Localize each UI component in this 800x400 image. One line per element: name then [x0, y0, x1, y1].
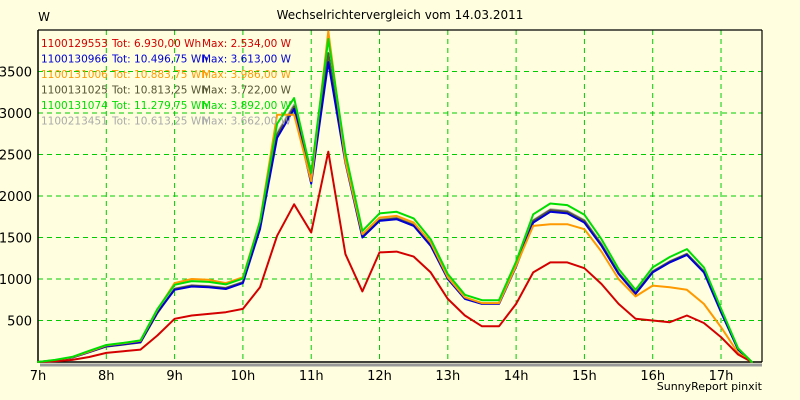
y-tick-label: 2000: [0, 190, 32, 205]
y-tick-label: 1000: [0, 273, 32, 288]
x-tick-label: 16h: [640, 369, 665, 384]
svg-text:1100213451: 1100213451: [41, 116, 108, 128]
svg-text:Max: 2.534,00 W: Max: 2.534,00 W: [202, 38, 292, 50]
x-tick-label: 13h: [435, 369, 460, 384]
y-tick-label: 3500: [0, 66, 32, 81]
svg-text:Tot: 10.613,25 Wh: Tot: 10.613,25 Wh: [111, 116, 208, 128]
svg-text:Tot: 10.496,75 Wh: Tot: 10.496,75 Wh: [111, 54, 208, 66]
x-axis-tick-labels: 7h 8h 9h 10h 11h 12h 13h 14h 15h 16h 17h: [30, 369, 734, 384]
series-line: [37, 150, 753, 363]
y-tick-label: 2500: [0, 149, 32, 164]
x-tick-label: 7h: [30, 369, 47, 384]
svg-text:Tot: 6.930,00 Wh: Tot: 6.930,00 Wh: [111, 38, 201, 50]
series-line: [37, 61, 753, 363]
series-line: [37, 38, 753, 363]
x-tick-label: 10h: [231, 369, 256, 384]
x-tick-label: 11h: [299, 369, 324, 384]
x-tick-label: 14h: [504, 369, 529, 384]
y-tick-label: 500: [7, 315, 32, 330]
x-tick-label: 8h: [98, 369, 115, 384]
svg-text:Tot: 10.883,75 Wh: Tot: 10.883,75 Wh: [111, 69, 208, 81]
x-tick-label: 17h: [709, 369, 734, 384]
y-axis-unit-label: W: [38, 10, 50, 24]
y-tick-label: 1500: [0, 232, 32, 247]
chart-legend: 1100129553 Tot: 6.930,00 Wh Max: 2.534,00 …: [41, 38, 292, 128]
axis-lines: [37, 29, 763, 367]
svg-text:Max: 3.986,00 W: Max: 3.986,00 W: [202, 69, 292, 81]
watermark-label: SunnyReport pinxit: [657, 380, 763, 393]
svg-text:Max: 3.613,00 W: Max: 3.613,00 W: [202, 54, 292, 66]
legend-entry: 1100129553 Tot: 6.930,00 Wh Max: 2.534,00 …: [41, 38, 292, 50]
svg-text:Max: 3.662,00 W: Max: 3.662,00 W: [202, 116, 292, 128]
x-tick-label: 12h: [367, 369, 392, 384]
svg-text:1100131006: 1100131006: [41, 69, 108, 81]
svg-text:1100131025: 1100131025: [41, 85, 108, 97]
svg-text:Max: 3.892,00 W: Max: 3.892,00 W: [202, 100, 292, 112]
y-tick-label: 3000: [0, 107, 32, 122]
chart-title: Wechselrichtervergleich vom 14.03.2011: [277, 8, 524, 22]
svg-text:1100129553: 1100129553: [41, 38, 108, 50]
svg-text:1100130966: 1100130966: [41, 54, 108, 66]
svg-text:Max: 3.722,00 W: Max: 3.722,00 W: [202, 85, 292, 97]
svg-text:Tot: 10.813,25 Wh: Tot: 10.813,25 Wh: [111, 85, 208, 97]
svg-text:Tot: 11.279,75 Wh: Tot: 11.279,75 Wh: [111, 100, 208, 112]
x-tick-label: 9h: [166, 369, 183, 384]
svg-text:1100131074: 1100131074: [41, 100, 108, 112]
data-series-lines: [37, 30, 753, 363]
y-axis-tick-labels: 500 1000 1500 2000 2500 3000 3500: [0, 66, 32, 330]
x-tick-label: 15h: [572, 369, 597, 384]
